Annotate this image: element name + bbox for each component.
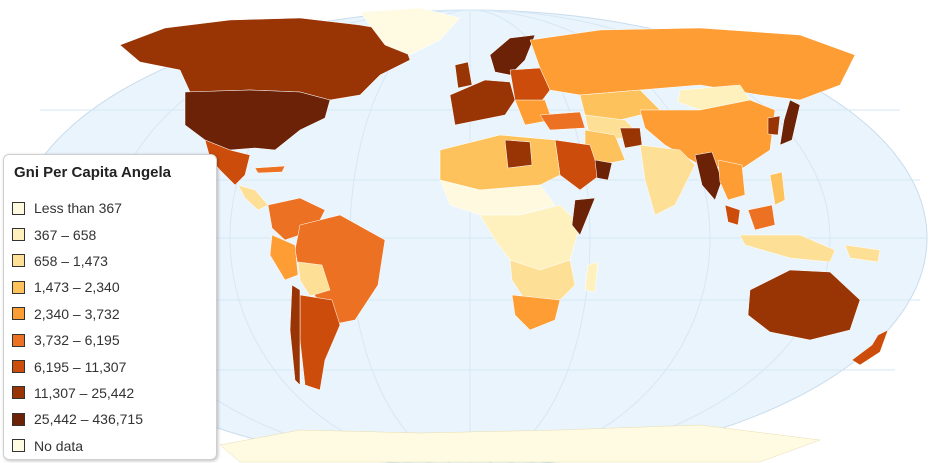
region-antarctica[interactable] [219, 424, 821, 463]
region-uk[interactable] [454, 61, 473, 89]
legend-swatch [12, 360, 25, 374]
region-myanmar[interactable] [694, 151, 723, 201]
region-indonesia[interactable] [739, 234, 836, 263]
region-uae-oman[interactable] [594, 159, 613, 181]
legend-item[interactable]: 658 – 1,473 [12, 248, 143, 274]
legend-item[interactable]: 6,195 – 11,307 [12, 353, 143, 379]
region-argentina[interactable] [299, 294, 341, 391]
region-sahel[interactable] [439, 179, 556, 216]
region-japan[interactable] [779, 99, 801, 146]
legend-swatch [12, 228, 25, 242]
legend-label: 2,340 – 3,732 [34, 305, 120, 322]
region-philippines[interactable] [769, 171, 786, 206]
legend-label: 3,732 – 6,195 [34, 332, 120, 349]
legend-list: Less than 367 367 – 658 658 – 1,473 1,473 –… [12, 195, 143, 459]
legend-item[interactable]: 2,340 – 3,732 [12, 301, 143, 327]
legend-swatch [12, 201, 25, 215]
region-india[interactable] [639, 144, 696, 216]
region-turkey[interactable] [539, 111, 586, 131]
region-southeast-asia[interactable] [717, 159, 746, 201]
legend-label: 25,442 – 436,715 [34, 411, 143, 428]
region-new-zealand[interactable] [851, 329, 889, 366]
region-malaysia[interactable] [724, 204, 741, 226]
legend-label: No data [34, 437, 84, 454]
legend-item[interactable]: 1,473 – 2,340 [12, 274, 143, 300]
region-greenland[interactable] [359, 7, 461, 56]
legend-swatch [12, 307, 25, 321]
region-central-america[interactable] [237, 184, 269, 211]
region-usa[interactable] [184, 89, 331, 151]
region-libya[interactable] [504, 139, 533, 169]
region-australia[interactable] [747, 269, 861, 341]
legend-item[interactable]: 367 – 658 [12, 221, 143, 247]
legend-label: 1,473 – 2,340 [34, 279, 120, 296]
legend: Gni Per Capita Angela Less than 367 367 –… [3, 154, 217, 460]
region-korea[interactable] [767, 115, 781, 136]
region-somalia[interactable] [571, 197, 596, 236]
region-south-africa[interactable] [511, 294, 561, 331]
region-western-europe[interactable] [449, 79, 516, 126]
legend-swatch [12, 386, 25, 400]
region-peru[interactable] [269, 234, 299, 281]
legend-swatch [12, 439, 25, 453]
region-borneo[interactable] [747, 204, 776, 231]
legend-item[interactable]: 11,307 – 25,442 [12, 380, 143, 406]
legend-item[interactable]: 25,442 – 436,715 [12, 406, 143, 432]
legend-label: 658 – 1,473 [34, 252, 108, 269]
region-kazakhstan[interactable] [579, 89, 661, 121]
legend-label: 11,307 – 25,442 [34, 384, 135, 401]
region-bolivia[interactable] [297, 261, 331, 297]
region-russia[interactable] [529, 27, 856, 101]
region-png[interactable] [844, 244, 881, 263]
legend-label: Less than 367 [34, 200, 122, 217]
legend-label: 6,195 – 11,307 [34, 358, 127, 375]
region-china[interactable] [639, 99, 776, 171]
legend-swatch [12, 254, 25, 268]
region-chile[interactable] [289, 284, 301, 386]
legend-swatch [12, 333, 25, 347]
legend-label: 367 – 658 [34, 226, 97, 243]
region-canada[interactable] [119, 17, 411, 101]
legend-item[interactable]: Less than 367 [12, 195, 143, 221]
legend-item[interactable]: No data [12, 433, 143, 459]
legend-title: Gni Per Capita Angela [14, 164, 171, 181]
legend-item[interactable]: 3,732 – 6,195 [12, 327, 143, 353]
legend-swatch [12, 280, 25, 294]
region-cuba[interactable] [254, 165, 286, 174]
legend-swatch [12, 412, 25, 426]
region-madagascar[interactable] [584, 261, 599, 293]
region-scandinavia[interactable] [489, 34, 536, 76]
region-southern-africa[interactable] [509, 259, 576, 301]
